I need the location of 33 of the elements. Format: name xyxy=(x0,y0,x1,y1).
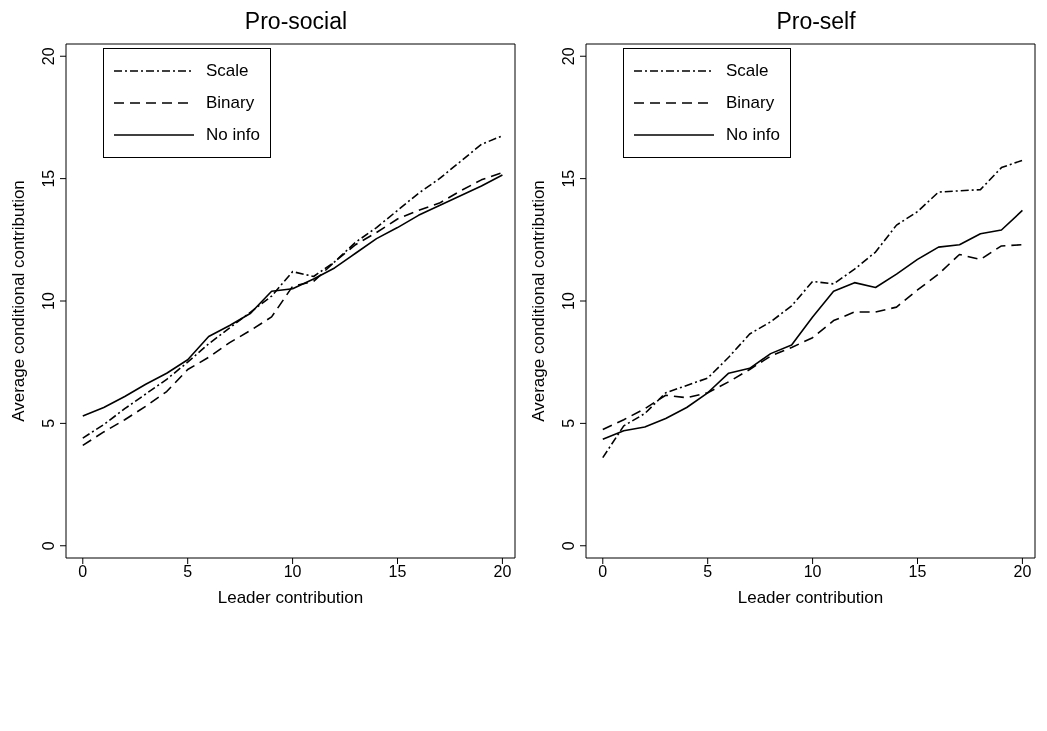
y-tick-label: 10 xyxy=(560,292,577,310)
line-series xyxy=(601,159,1024,459)
chart-title: Pro-self xyxy=(775,8,857,35)
x-tick-label: 15 xyxy=(388,563,407,581)
y-tick-label: 15 xyxy=(560,169,577,188)
x-tick-label: 5 xyxy=(703,563,713,581)
x-tick-label: 5 xyxy=(183,563,193,581)
x-axis-title: Leader contribution xyxy=(737,588,884,607)
x-tick-label: 20 xyxy=(493,563,512,581)
legend-label: No info xyxy=(726,125,780,145)
y-tick-label: 10 xyxy=(40,292,57,310)
x-tick-label: 20 xyxy=(1013,563,1032,581)
y-tick-label: 0 xyxy=(560,541,577,551)
y-tick-label: 5 xyxy=(40,418,57,428)
x-tick-label: 0 xyxy=(78,563,88,581)
y-tick-label: 0 xyxy=(40,541,57,551)
chart-title: Pro-social xyxy=(243,8,349,35)
y-tick-label: 5 xyxy=(560,418,577,428)
legend-label: Binary xyxy=(726,93,775,113)
x-tick-label: 10 xyxy=(803,563,822,581)
x-tick-label: 10 xyxy=(283,563,302,581)
legend-label: Scale xyxy=(206,61,249,81)
y-axis-title: Average conditional contribution xyxy=(529,180,549,422)
y-tick-label: 20 xyxy=(40,47,57,66)
legend-label: No info xyxy=(206,125,260,145)
y-tick-label: 20 xyxy=(560,47,577,66)
y-tick-label: 15 xyxy=(40,169,57,188)
y-axis-title: Average conditional contribution xyxy=(9,180,29,422)
legend-label: Binary xyxy=(206,93,255,113)
legend-label: Scale xyxy=(726,61,769,81)
x-axis-title: Leader contribution xyxy=(217,588,364,607)
x-tick-label: 15 xyxy=(908,563,927,581)
x-tick-label: 0 xyxy=(598,563,608,581)
